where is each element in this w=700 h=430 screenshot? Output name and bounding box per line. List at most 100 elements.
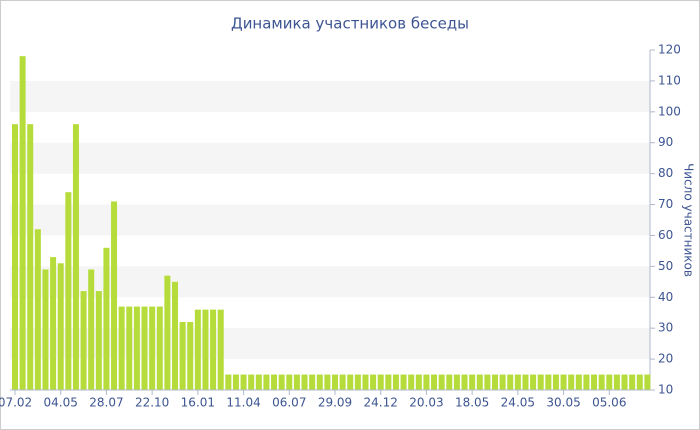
bar (88, 269, 95, 390)
bar (469, 374, 476, 390)
bar (621, 374, 628, 390)
bar (72, 124, 79, 390)
bar (453, 374, 460, 390)
y-tick-label: 50 (658, 259, 673, 273)
bar (156, 306, 163, 390)
bar (111, 201, 118, 390)
bar (461, 374, 468, 390)
bar (126, 306, 133, 390)
bar (644, 374, 651, 390)
y-tick-label: 80 (658, 166, 673, 180)
x-tick-label: 06.07 (272, 396, 306, 410)
x-tick-label: 04.05 (44, 396, 78, 410)
bar (392, 374, 399, 390)
bar (217, 309, 224, 390)
bar (347, 374, 354, 390)
bar (12, 124, 18, 390)
bar (133, 306, 140, 390)
bar (575, 374, 582, 390)
grid-band (10, 204, 650, 236)
bar (362, 374, 369, 390)
bar (57, 263, 64, 390)
x-tick-label: 24.05 (501, 396, 535, 410)
bar (324, 374, 331, 390)
bar (499, 374, 506, 390)
bar (560, 374, 567, 390)
bar (598, 374, 605, 390)
y-tick-label: 10 (658, 383, 673, 397)
x-tick-label: 05.06 (592, 396, 626, 410)
bar (423, 374, 430, 390)
bar (293, 374, 300, 390)
bar (179, 322, 186, 390)
bar (591, 374, 598, 390)
bar (263, 374, 270, 390)
y-tick-label: 90 (658, 135, 673, 149)
bar (210, 309, 217, 390)
bar (415, 374, 422, 390)
bar (476, 374, 483, 390)
bar (141, 306, 148, 390)
bar (65, 192, 72, 390)
x-tick-label: 22.10 (135, 396, 169, 410)
bar (568, 374, 575, 390)
bar (530, 374, 537, 390)
x-tick-label: 29.09 (318, 396, 352, 410)
y-tick-label: 70 (658, 197, 673, 211)
y-tick-label: 20 (658, 352, 673, 366)
bar (507, 374, 514, 390)
bar (370, 374, 377, 390)
bar (408, 374, 415, 390)
bar (194, 309, 201, 390)
bar (514, 374, 521, 390)
bar (42, 269, 49, 390)
bar (438, 374, 445, 390)
bar (377, 374, 384, 390)
bar (103, 247, 110, 390)
grid-band (10, 142, 650, 174)
bar (27, 124, 34, 390)
bar (164, 275, 171, 390)
y-tick-label: 100 (658, 104, 681, 118)
bar (50, 257, 57, 390)
bar (339, 374, 346, 390)
bar (202, 309, 209, 390)
bar (552, 374, 559, 390)
x-tick-label: 24.12 (364, 396, 398, 410)
y-tick-label: 30 (658, 321, 673, 335)
bar (613, 374, 620, 390)
bar (187, 322, 194, 390)
bar (629, 374, 636, 390)
bar (19, 56, 26, 390)
x-tick-label: 16.01 (181, 396, 215, 410)
bar (286, 374, 293, 390)
bar (225, 374, 232, 390)
bar (484, 374, 491, 390)
bar (354, 374, 361, 390)
bar (232, 374, 239, 390)
bar (172, 281, 178, 390)
bar (301, 374, 308, 390)
x-tick-label: 28.07 (89, 396, 123, 410)
bar (149, 306, 156, 390)
bar (255, 374, 262, 390)
y-tick-label: 110 (658, 73, 681, 87)
grid-band (10, 80, 650, 112)
bar (545, 374, 552, 390)
bar (537, 374, 544, 390)
bar (522, 374, 529, 390)
bar (118, 306, 125, 390)
bar (240, 374, 247, 390)
y-axis-label: Число участников (682, 163, 696, 277)
bar (278, 374, 285, 390)
bar (492, 374, 498, 390)
bar (606, 374, 613, 390)
x-tick-label: 07.02 (0, 396, 32, 410)
bar (385, 374, 392, 390)
bar (248, 374, 255, 390)
y-tick-label: 120 (658, 43, 681, 57)
bar (316, 374, 323, 390)
bar (431, 374, 438, 390)
bar (34, 229, 41, 390)
